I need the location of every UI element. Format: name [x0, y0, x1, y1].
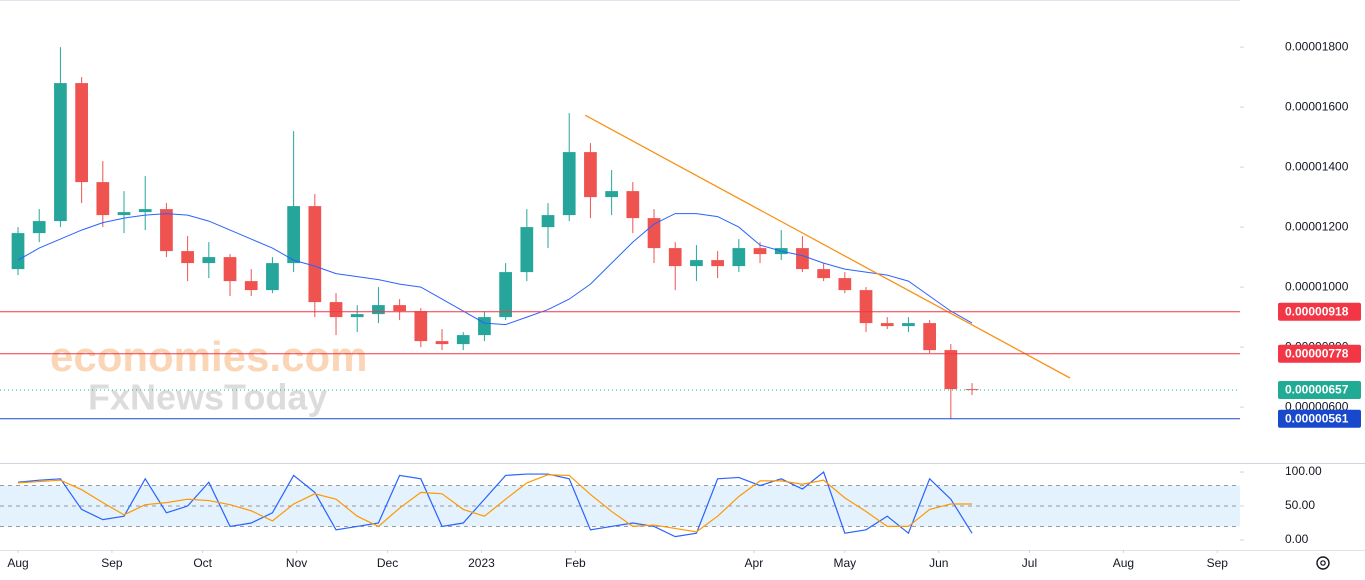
candle-body [308, 206, 322, 303]
candle-body [478, 317, 491, 336]
axes: 0.00001800 0.00001600 0.00001400 0.00001200… [7, 39, 1361, 570]
x-tick-label: May [833, 556, 856, 570]
x-tick-label: Nov [286, 556, 307, 570]
candle-body [626, 191, 640, 219]
candle-body [435, 341, 449, 345]
candle-body [584, 152, 597, 198]
stoch-line [17, 474, 973, 533]
x-tick-label: Jun [929, 556, 948, 570]
candle-body [753, 248, 767, 255]
candle-body [393, 305, 406, 312]
candle-body [456, 335, 470, 345]
candle-body [266, 263, 279, 291]
price-label: 0.00000657 [1285, 383, 1349, 397]
candle-body [541, 215, 555, 228]
y-tick-label: 0.00001600 [1285, 99, 1349, 113]
stochastic-pane [0, 471, 1240, 538]
price-label: 0.00000918 [1285, 304, 1349, 318]
candle-body [350, 314, 364, 318]
x-tick-label: Apr [745, 556, 764, 570]
candle-body [181, 251, 194, 264]
x-tick-label: Oct [193, 556, 212, 570]
candle-body [944, 350, 958, 390]
price-label-box [1278, 409, 1361, 428]
price-label: 0.00000561 [1285, 411, 1349, 425]
candle-body [880, 323, 894, 327]
y-tick-label: 0.00000600 [1285, 399, 1349, 413]
price-pane: economies.com FxNewsToday [0, 47, 1240, 420]
price-label-box [1278, 381, 1361, 399]
y-tick-label: 0.00001400 [1285, 159, 1349, 173]
candle-body [817, 269, 830, 279]
candle-body [138, 209, 152, 213]
x-tick-label: Sep [1207, 556, 1229, 570]
candle-body [859, 290, 873, 324]
moving-average [17, 213, 973, 326]
price-label-box [1278, 344, 1361, 363]
candle-body [605, 191, 618, 198]
candle-body [244, 281, 258, 291]
y-tick-label: 0.00 [1285, 532, 1309, 546]
candle-body [75, 83, 88, 183]
y-tick-label: 50.00 [1285, 498, 1315, 512]
x-tick-label: Jul [1022, 556, 1037, 570]
candle-body [329, 302, 343, 318]
candle-body [796, 248, 809, 270]
candle-body [690, 260, 703, 267]
watermark: economies.com [50, 333, 367, 380]
stoch-line [17, 471, 973, 538]
candle-body [668, 248, 682, 267]
candle-body [711, 260, 724, 267]
candle-body [287, 206, 300, 264]
candle-body [117, 212, 131, 216]
x-tick-label: Feb [565, 556, 586, 570]
x-tick-label: Aug [1113, 556, 1134, 570]
watermark: FxNewsToday [88, 377, 327, 418]
candle-body [160, 209, 173, 252]
settings-icon[interactable] [1316, 556, 1330, 570]
candle-body [520, 227, 534, 273]
price-label: 0.00000778 [1285, 346, 1349, 360]
candle-body [562, 152, 576, 216]
x-tick-label: Dec [377, 556, 398, 570]
candle-body [499, 272, 512, 318]
x-tick-label: Sep [101, 556, 123, 570]
candle-body [647, 218, 661, 249]
candle-body [32, 221, 46, 234]
candle-body [838, 278, 852, 291]
y-tick-label: 0.00001000 [1285, 279, 1349, 293]
candle-body [372, 305, 385, 315]
candle-body [414, 311, 428, 342]
y-tick-label: 0.00001200 [1285, 219, 1349, 233]
candle-body [96, 182, 110, 216]
y-tick-label: 0.00001800 [1285, 39, 1349, 53]
candle-body [923, 323, 936, 351]
candle-body [902, 323, 915, 327]
candle-body [11, 233, 25, 270]
candle-body [54, 83, 67, 222]
candle-body [223, 257, 237, 282]
trend-line [584, 114, 1071, 379]
candle-body [732, 248, 746, 267]
y-tick-label: 100.00 [1285, 464, 1322, 478]
candle-body [202, 257, 216, 264]
x-tick-label: Aug [7, 556, 28, 570]
price-label-box [1278, 302, 1361, 321]
x-tick-label: 2023 [468, 556, 495, 570]
